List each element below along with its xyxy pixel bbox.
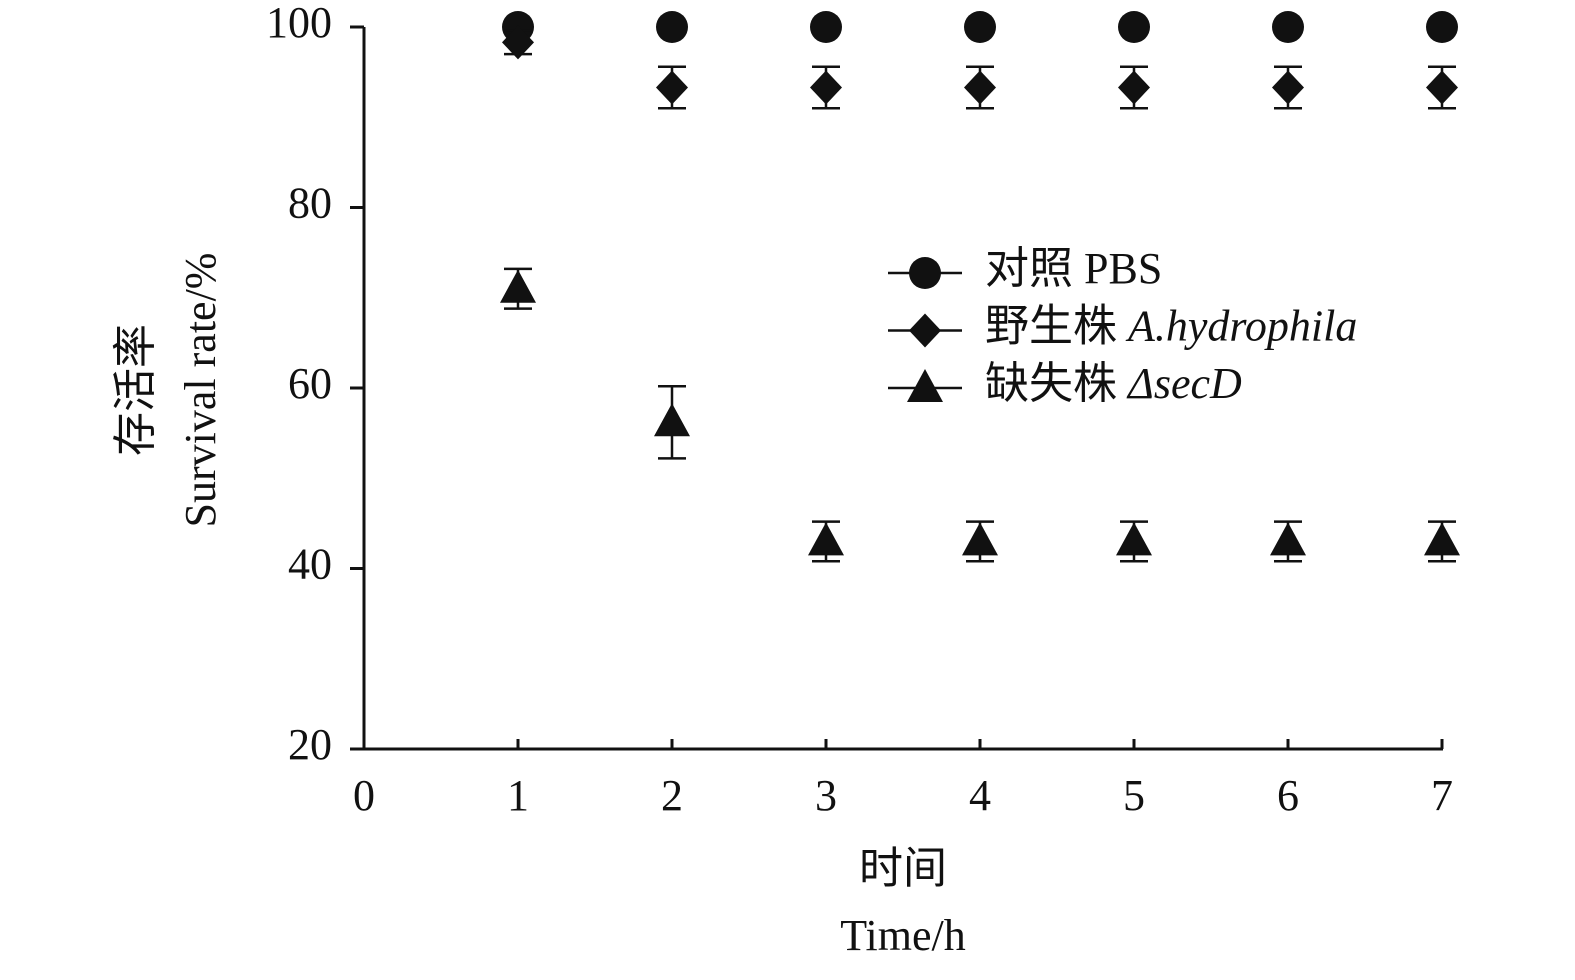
data-point [810,11,842,43]
data-point [964,70,996,105]
data-point [656,70,688,105]
data-point [1116,522,1152,556]
x-tick-label: 6 [1277,771,1299,820]
data-point [1426,11,1458,43]
data-point [1270,522,1306,556]
x-tick-label: 7 [1431,771,1453,820]
data-point [656,11,688,43]
data-point [1272,70,1304,105]
y-axis-label: Survival rate/% [176,253,225,528]
data-point [810,70,842,105]
x-tick-label: 0 [353,771,375,820]
legend-label: 对照 PBS [985,244,1162,293]
x-axis-label: 时间 [859,844,947,893]
data-point [1426,70,1458,105]
legend-label: 野生株 A.hydrophila [985,302,1357,351]
y-tick-label: 80 [288,179,332,228]
data-point [654,403,690,437]
data-point [964,11,996,43]
data-point [1118,11,1150,43]
legend-marker [909,257,941,289]
data-point [502,25,534,60]
x-tick-label: 4 [969,771,991,820]
x-tick-label: 1 [507,771,529,820]
data-point [808,522,844,556]
data-point [500,269,536,303]
y-tick-label: 20 [288,720,332,769]
x-tick-label: 5 [1123,771,1145,820]
legend-marker [907,369,943,402]
data-point [1272,11,1304,43]
data-point [1424,522,1460,556]
y-tick-label: 100 [266,0,332,47]
x-tick-label: 2 [661,771,683,820]
data-point [1118,70,1150,105]
y-tick-label: 40 [288,540,332,589]
x-axis-label: Time/h [840,911,966,960]
legend-label: 缺失株 ΔsecD [985,359,1242,408]
data-point [962,522,998,556]
y-tick-label: 60 [288,359,332,408]
x-tick-label: 3 [815,771,837,820]
y-axis-label: 存活率 [111,324,160,456]
legend-marker [909,313,941,348]
